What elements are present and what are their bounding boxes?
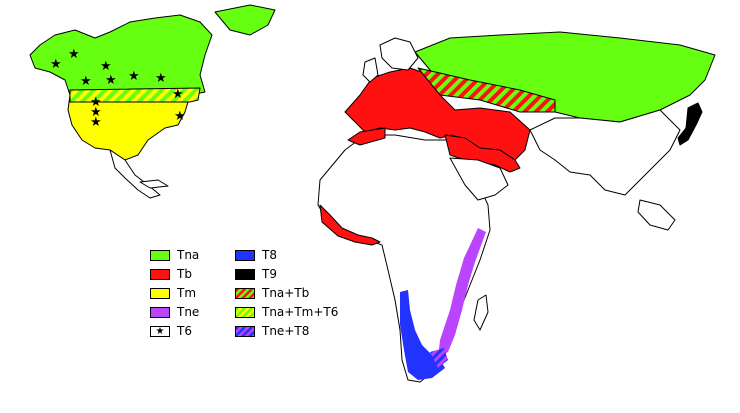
legend-item-t9: T9	[235, 266, 277, 282]
star-marker: ★	[128, 69, 140, 84]
legend-item-tm: Tm	[150, 285, 196, 301]
star-marker: ★	[174, 109, 186, 124]
north-america	[29, 14, 213, 96]
legend-label: Tne	[177, 305, 200, 319]
east-africa-tne	[438, 228, 486, 358]
legend-swatch	[150, 249, 170, 261]
legend-label: Tna	[177, 248, 200, 262]
legend-label: T6	[177, 324, 192, 338]
star-marker: ★	[155, 71, 167, 86]
legend-item-t6: ★ T6	[150, 323, 192, 339]
star-marker: ★	[90, 105, 102, 120]
map-legend: Tna Tb Tm Tne ★ T6 T8 T9 Tna+Tb Tna+Tm+T…	[150, 247, 380, 347]
legend-label: Tne+T8	[262, 324, 310, 338]
russia	[414, 31, 716, 123]
star-marker: ★	[90, 95, 102, 110]
cuba	[139, 179, 169, 189]
legend-item-tb: Tb	[150, 266, 192, 282]
legend-item-tne-t8: Tne+T8	[235, 323, 309, 339]
star-marker: ★	[172, 87, 184, 102]
star-marker: ★	[68, 47, 80, 62]
asia-south	[529, 109, 681, 196]
legend-item-t8: T8	[235, 247, 277, 263]
legend-swatch	[235, 306, 255, 318]
star-marker: ★	[50, 57, 62, 72]
band-tne-t8	[430, 348, 448, 368]
band-tna-tb	[417, 67, 556, 113]
legend-label: Tna+Tb	[262, 286, 310, 300]
band-tna-tm	[69, 87, 201, 103]
japan	[677, 102, 703, 146]
scandinavia	[379, 37, 419, 71]
legend-item-tna-tm-t6: Tna+Tm+T6	[235, 304, 338, 320]
star-marker: ★	[100, 59, 112, 74]
north-america-south	[67, 94, 191, 161]
star-icon: ★	[150, 325, 170, 337]
mexico	[109, 149, 161, 199]
legend-swatch	[235, 249, 255, 261]
legend-swatch	[150, 268, 170, 280]
landmasses	[29, 4, 716, 383]
star-marker: ★	[90, 115, 102, 130]
legend-item-tne: Tne	[150, 304, 199, 320]
southeast-asia	[637, 199, 676, 231]
greenland	[214, 4, 276, 36]
legend-swatch	[235, 268, 255, 280]
legend-label: T8	[262, 248, 277, 262]
arabia	[449, 157, 509, 201]
uk	[362, 57, 379, 83]
legend-swatch	[150, 306, 170, 318]
legend-label: Tna+Tm+T6	[262, 305, 339, 319]
legend-swatch	[150, 287, 170, 299]
legend-item-tna: Tna	[150, 247, 199, 263]
t6-star-markers: ★ ★ ★ ★ ★ ★ ★ ★ ★ ★ ★ ★	[50, 47, 186, 130]
legend-swatch	[235, 287, 255, 299]
west-africa-coast	[319, 204, 381, 246]
star-marker: ★	[105, 73, 117, 88]
madagascar	[473, 294, 489, 331]
legend-item-tna-tb: Tna+Tb	[235, 285, 309, 301]
legend-label: Tm	[177, 286, 197, 300]
north-africa-coast	[347, 127, 386, 146]
star-marker: ★	[80, 74, 92, 89]
legend-label: Tb	[177, 267, 192, 281]
legend-swatch	[235, 325, 255, 337]
legend-label: T9	[262, 267, 277, 281]
